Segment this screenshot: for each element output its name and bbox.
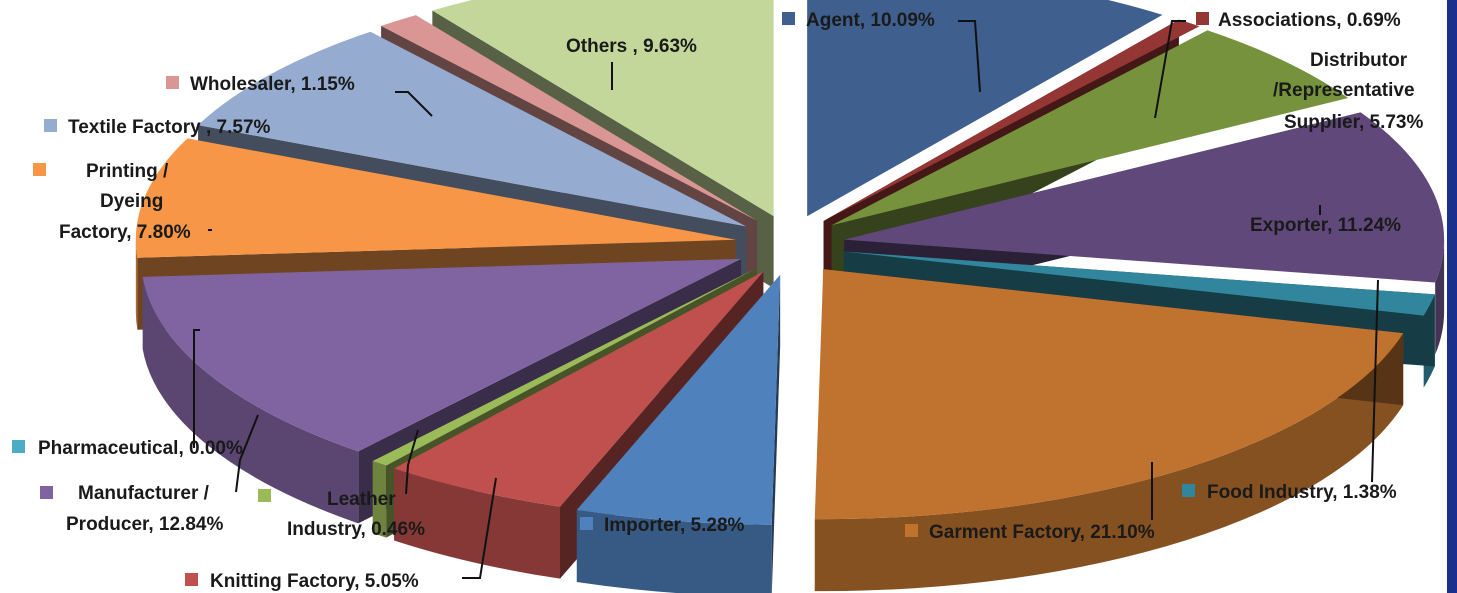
label-distributor-line1: Distributor [1310,50,1408,71]
leader-line-leather [405,429,419,495]
label-wholesaler: Wholesaler, 1.15% [190,74,355,95]
pie-slice-top-associations [823,19,1200,222]
legend-swatch-knitting [185,573,198,586]
legend-swatches [12,12,1260,586]
leader-line-food [1371,279,1379,483]
legend-swatch-food [1182,484,1195,497]
label-others: Others , 9.63% [566,36,697,57]
pie-slice-side-exporter [1435,239,1445,355]
pie-slice-top-knitting-factory [394,271,764,507]
pie-slices [135,0,1445,593]
label-food-industry: Food Industry, 1.38% [1207,482,1397,503]
label-manufacturer-line1: Manufacturer / [78,483,210,504]
pie-slice-top-manufacturer-producer [142,258,742,452]
legend-swatch-importer [580,517,593,530]
label-associations: Associations, 0.69% [1218,10,1401,31]
pie-slice-side-manufacturer-producer [142,276,359,524]
label-distributor-line2: /Representative [1273,80,1415,101]
legend-swatch-printing [33,163,46,176]
pie-slice-top-agent [807,0,1163,217]
pie-slice-top-garment-factory [814,269,1404,520]
legend-swatch-garment [905,524,918,537]
legend-swatch-leather [258,489,271,502]
legend-swatch-agent [782,12,795,25]
leader-line-knitting [462,477,497,579]
label-manufacturer-line2: Producer, 12.84% [66,514,223,535]
leader-line-wholesaler [395,91,433,117]
leader-line-manufacturer [235,414,259,493]
pie-slice-agent [807,0,1163,217]
label-distributor-line3: Supplier, 5.73% [1284,112,1423,133]
legend-swatch-pharmaceutical [12,440,25,453]
label-printing-line2: Dyeing [100,191,163,212]
pie-slice-side-knitting-factory [394,468,561,579]
pie-slice-top-importer [576,274,781,525]
leader-line-agent [958,20,981,93]
leader-line-pharmaceutical [193,329,200,448]
legend-swatch-others [542,38,555,51]
legend-swatch-wholesaler [166,76,179,89]
label-printing-line3: Factory, 7.80% [59,222,191,243]
leader-lines [193,20,1379,579]
legend-swatch-associations [1196,12,1209,25]
pie-slice-top-distributor-representative-supplier [831,30,1349,226]
leader-line-associations [1154,20,1186,119]
pie-slice-top-leather-industry [372,268,756,466]
pie-slice-side-leather-industry [372,461,387,538]
pie-slice-side-garment-factory [814,333,1404,592]
pie-slice-top-textile-factory [198,31,747,227]
label-printing-line1: Printing / [86,161,169,182]
legend-swatch-manufacturer [40,486,53,499]
pie-slice-top-printing-dyeing-factory [135,138,736,258]
pie-slice-top-wholesaler [381,15,758,221]
pie-slice-wall-importer [771,274,781,593]
label-agent: Agent, 10.09% [806,10,935,31]
pie-slice-top-exporter [844,112,1445,283]
label-pharmaceutical: Pharmaceutical, 0.00% [38,438,243,459]
label-leather-line1: Leather [327,489,396,510]
pie-slice-importer [576,274,781,593]
label-knitting-factory: Knitting Factory, 5.05% [210,571,419,592]
data-labels: Agent, 10.09% Associations, 0.69% Distri… [38,10,1423,592]
pie-slice-side-printing-dyeing-factory [135,239,138,330]
pie-slice-garment-factory [814,269,1404,592]
pie-slice-side-importer [576,509,772,593]
pie-slice-top-food-industry [843,251,1435,316]
label-importer: Importer, 5.28% [604,515,745,536]
label-garment-factory: Garment Factory, 21.10% [929,522,1155,543]
frame-border [1447,0,1457,593]
label-exporter: Exporter, 11.24% [1250,215,1401,236]
pie-slice-top-others [432,0,774,217]
legend-swatch-distributor [1247,51,1260,64]
legend-swatch-exporter [1230,217,1243,230]
label-leather-line2: Industry, 0.46% [287,519,425,540]
legend-swatch-textile [44,119,57,132]
label-textile-factory: Textile Factory , 7.57% [68,117,271,138]
